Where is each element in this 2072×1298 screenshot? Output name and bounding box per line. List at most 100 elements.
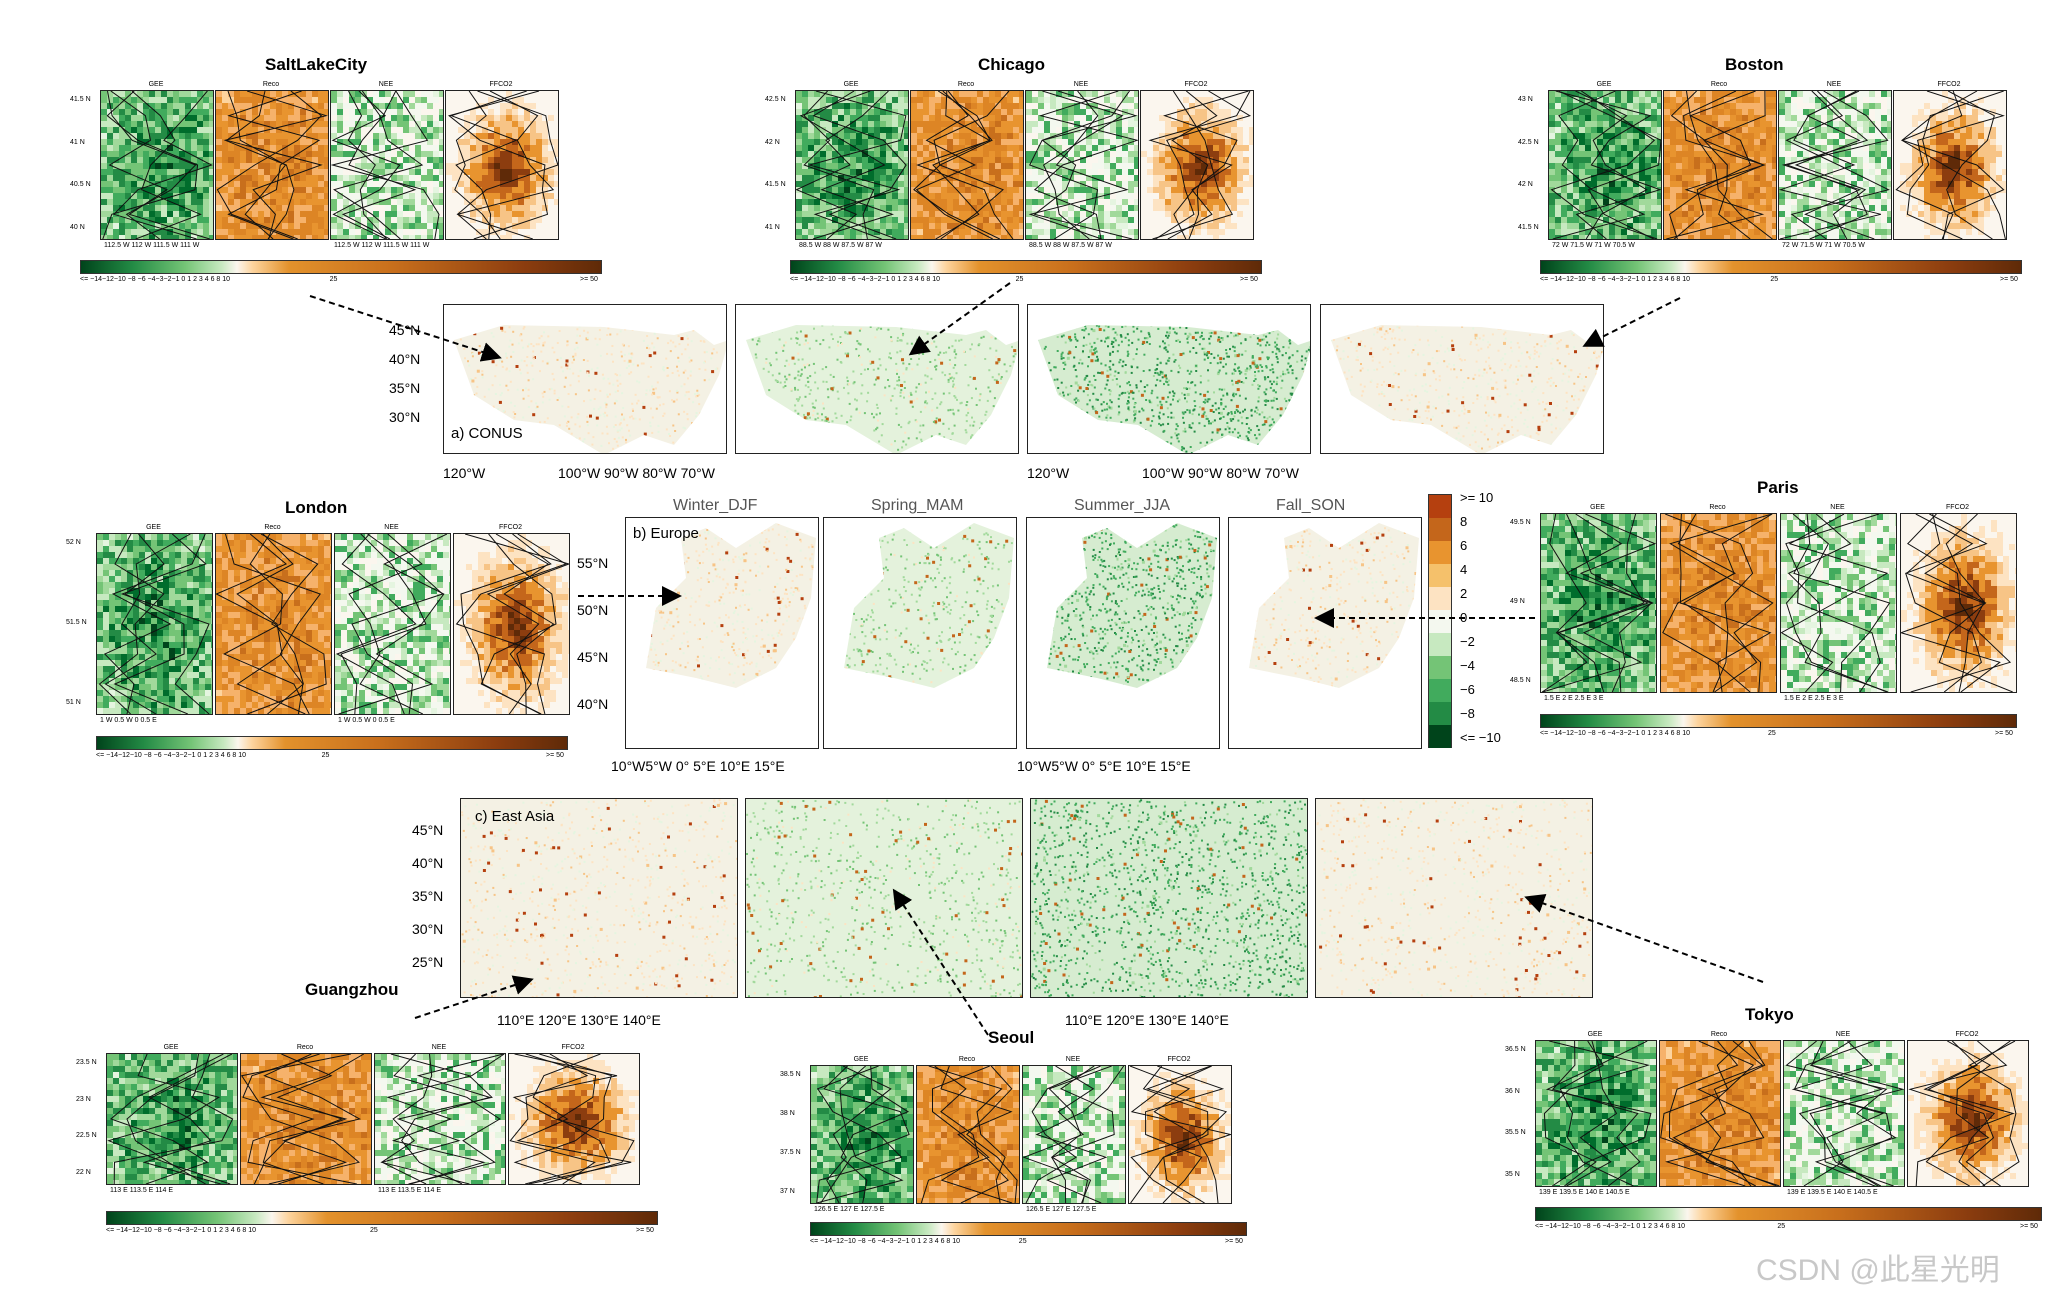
- colorbar-label-right: >= 50: [1240, 276, 1258, 283]
- lat-tick: 40.5 N: [70, 181, 91, 188]
- colorbar-cell: [1429, 495, 1451, 518]
- panel-gee: [100, 90, 214, 240]
- panel-ffco2: [1893, 90, 2007, 240]
- panel-image: [1141, 91, 1253, 239]
- lon-ticks: 1.5 E 2 E 2.5 E 3 E: [1784, 695, 1844, 702]
- panel-title: Reco: [1659, 1031, 1779, 1038]
- lat-tick: 42 N: [765, 139, 780, 146]
- panel-image: [331, 91, 443, 239]
- city-group-boston: Boston GEE Reco NEE FFCO2 43 N 42.5 N 42 N 41.5 …: [1518, 55, 2022, 295]
- panel-title: Reco: [1663, 81, 1775, 88]
- colorbar-labels-left: <= −14−12−10 −8 −6 −4−3−2−1 0 1 2 3 4 6 …: [80, 276, 230, 283]
- conus-label: a) CONUS: [451, 425, 523, 442]
- lon-ticks: 112.5 W 112 W 111.5 W 111 W: [334, 242, 429, 249]
- lat-tick: 41 N: [765, 224, 780, 231]
- city-title: Seoul: [988, 1028, 1034, 1048]
- city-colorbar: [106, 1211, 658, 1225]
- lat-tick: 42 N: [1518, 181, 1533, 188]
- city-group-seoul: Seoul GEE Reco NEE FFCO2 38.5 N 38 N 37.5 N 37 N…: [780, 1028, 1250, 1250]
- panel-nee: [1778, 90, 1892, 240]
- city-colorbar: [80, 260, 602, 274]
- panel-gee: [96, 533, 213, 715]
- panel-image: [1779, 91, 1891, 239]
- lat-tick: 49.5 N: [1510, 519, 1531, 526]
- panel-image: [911, 91, 1023, 239]
- panel-image: [375, 1054, 505, 1184]
- city-colorbar: [790, 260, 1262, 274]
- season-title: Spring_MAM: [871, 497, 963, 515]
- city-group-paris: Paris GEE Reco NEE FFCO2 49.5 N 49 N 48.5 N 1.5 …: [1510, 478, 2020, 748]
- panel-gee: [106, 1053, 238, 1185]
- lon-ticks: 112.5 W 112 W 111.5 W 111 W: [104, 242, 199, 249]
- panel-title: GEE: [810, 1056, 912, 1063]
- lat-tick: 45°N: [412, 822, 443, 838]
- panel-gee: [1548, 90, 1662, 240]
- colorbar-labels-left: <= −14−12−10 −8 −6 −4−3−2−1 0 1 2 3 4 6 …: [106, 1227, 256, 1234]
- season-title: Winter_DJF: [673, 497, 757, 515]
- colorbar-label-mid: 25: [370, 1227, 378, 1234]
- panel-ffco2: [1907, 1040, 2029, 1187]
- lat-tick: 45°N: [577, 649, 608, 665]
- region-map-image: [1031, 799, 1307, 997]
- panel-title: FFCO2: [445, 81, 557, 88]
- colorbar-label-right: >= 50: [1225, 1238, 1243, 1245]
- colorbar-labels-left: <= −14−12−10 −8 −6 −4−3−2−1 0 1 2 3 4 6 …: [810, 1238, 960, 1245]
- panel-title: FFCO2: [1907, 1031, 2027, 1038]
- panel-image: [1549, 91, 1661, 239]
- lat-tick: 43 N: [1518, 96, 1533, 103]
- lat-tick: 48.5 N: [1510, 677, 1531, 684]
- eastasia-panel-winter_djf: [460, 798, 738, 998]
- city-title: Boston: [1725, 55, 1784, 75]
- panel-reco: [916, 1065, 1020, 1204]
- panel-title: GEE: [106, 1044, 236, 1051]
- panel-reco: [910, 90, 1024, 240]
- panel-image: [101, 91, 213, 239]
- colorbar-cell: [1429, 564, 1451, 587]
- panel-title: Reco: [215, 81, 327, 88]
- eastasia-panel-summer_jja: [1030, 798, 1308, 998]
- lat-tick: 37.5 N: [780, 1149, 801, 1156]
- lat-tick: 35°N: [389, 380, 420, 396]
- colorbar-cell: [1429, 610, 1451, 633]
- lat-tick: 37 N: [780, 1188, 795, 1195]
- lat-tick: 49 N: [1510, 598, 1525, 605]
- panel-title: GEE: [100, 81, 212, 88]
- lat-tick: 40 N: [70, 224, 85, 231]
- panel-title: Reco: [916, 1056, 1018, 1063]
- lat-tick: 35 N: [1505, 1171, 1520, 1178]
- panel-image: [1536, 1041, 1656, 1186]
- eastasia-panel-fall_son: [1315, 798, 1593, 998]
- panel-title: Reco: [1660, 504, 1775, 511]
- lon-tick: 100°W 90°W 80°W 70°W: [558, 465, 715, 481]
- season-title: Summer_JJA: [1074, 497, 1170, 515]
- colorbar-label: −8: [1460, 706, 1475, 721]
- europe-panel-summer_jja: [1026, 517, 1220, 749]
- lon-ticks: 88.5 W 88 W 87.5 W 87 W: [1029, 242, 1112, 249]
- region-map-image: [844, 523, 1014, 688]
- panel-reco: [215, 90, 329, 240]
- panel-gee: [1540, 513, 1657, 693]
- europe-panel-winter_djf: [625, 517, 819, 749]
- lat-tick: 41.5 N: [70, 96, 91, 103]
- colorbar-label: >= 10: [1460, 490, 1493, 505]
- lat-tick: 36 N: [1505, 1088, 1520, 1095]
- colorbar-label-right: >= 50: [2020, 1223, 2038, 1230]
- panel-image: [1664, 91, 1776, 239]
- lat-tick: 30°N: [412, 921, 443, 937]
- colorbar-label: <= −10: [1460, 730, 1501, 745]
- city-group-saltlakecity: SaltLakeCity GEE Reco NEE FFCO2 41.5 N 41 N 40.…: [60, 55, 602, 295]
- colorbar-cell: [1429, 656, 1451, 679]
- panel-title: FFCO2: [1128, 1056, 1230, 1063]
- region-map-image: [646, 523, 816, 688]
- panel-image: [509, 1054, 639, 1184]
- colorbar-labels-left: <= −14−12−10 −8 −6 −4−3−2−1 0 1 2 3 4 6 …: [1535, 1223, 1685, 1230]
- lon-tick: 100°W 90°W 80°W 70°W: [1142, 465, 1299, 481]
- colorbar-labels-left: <= −14−12−10 −8 −6 −4−3−2−1 0 1 2 3 4 6 …: [1540, 276, 1690, 283]
- panel-title: FFCO2: [453, 524, 568, 531]
- europe-panel-fall_son: [1228, 517, 1422, 749]
- panel-image: [335, 534, 450, 714]
- panel-title: NEE: [1022, 1056, 1124, 1063]
- panel-ffco2: [445, 90, 559, 240]
- city-colorbar: [96, 736, 568, 750]
- colorbar-label: −6: [1460, 682, 1475, 697]
